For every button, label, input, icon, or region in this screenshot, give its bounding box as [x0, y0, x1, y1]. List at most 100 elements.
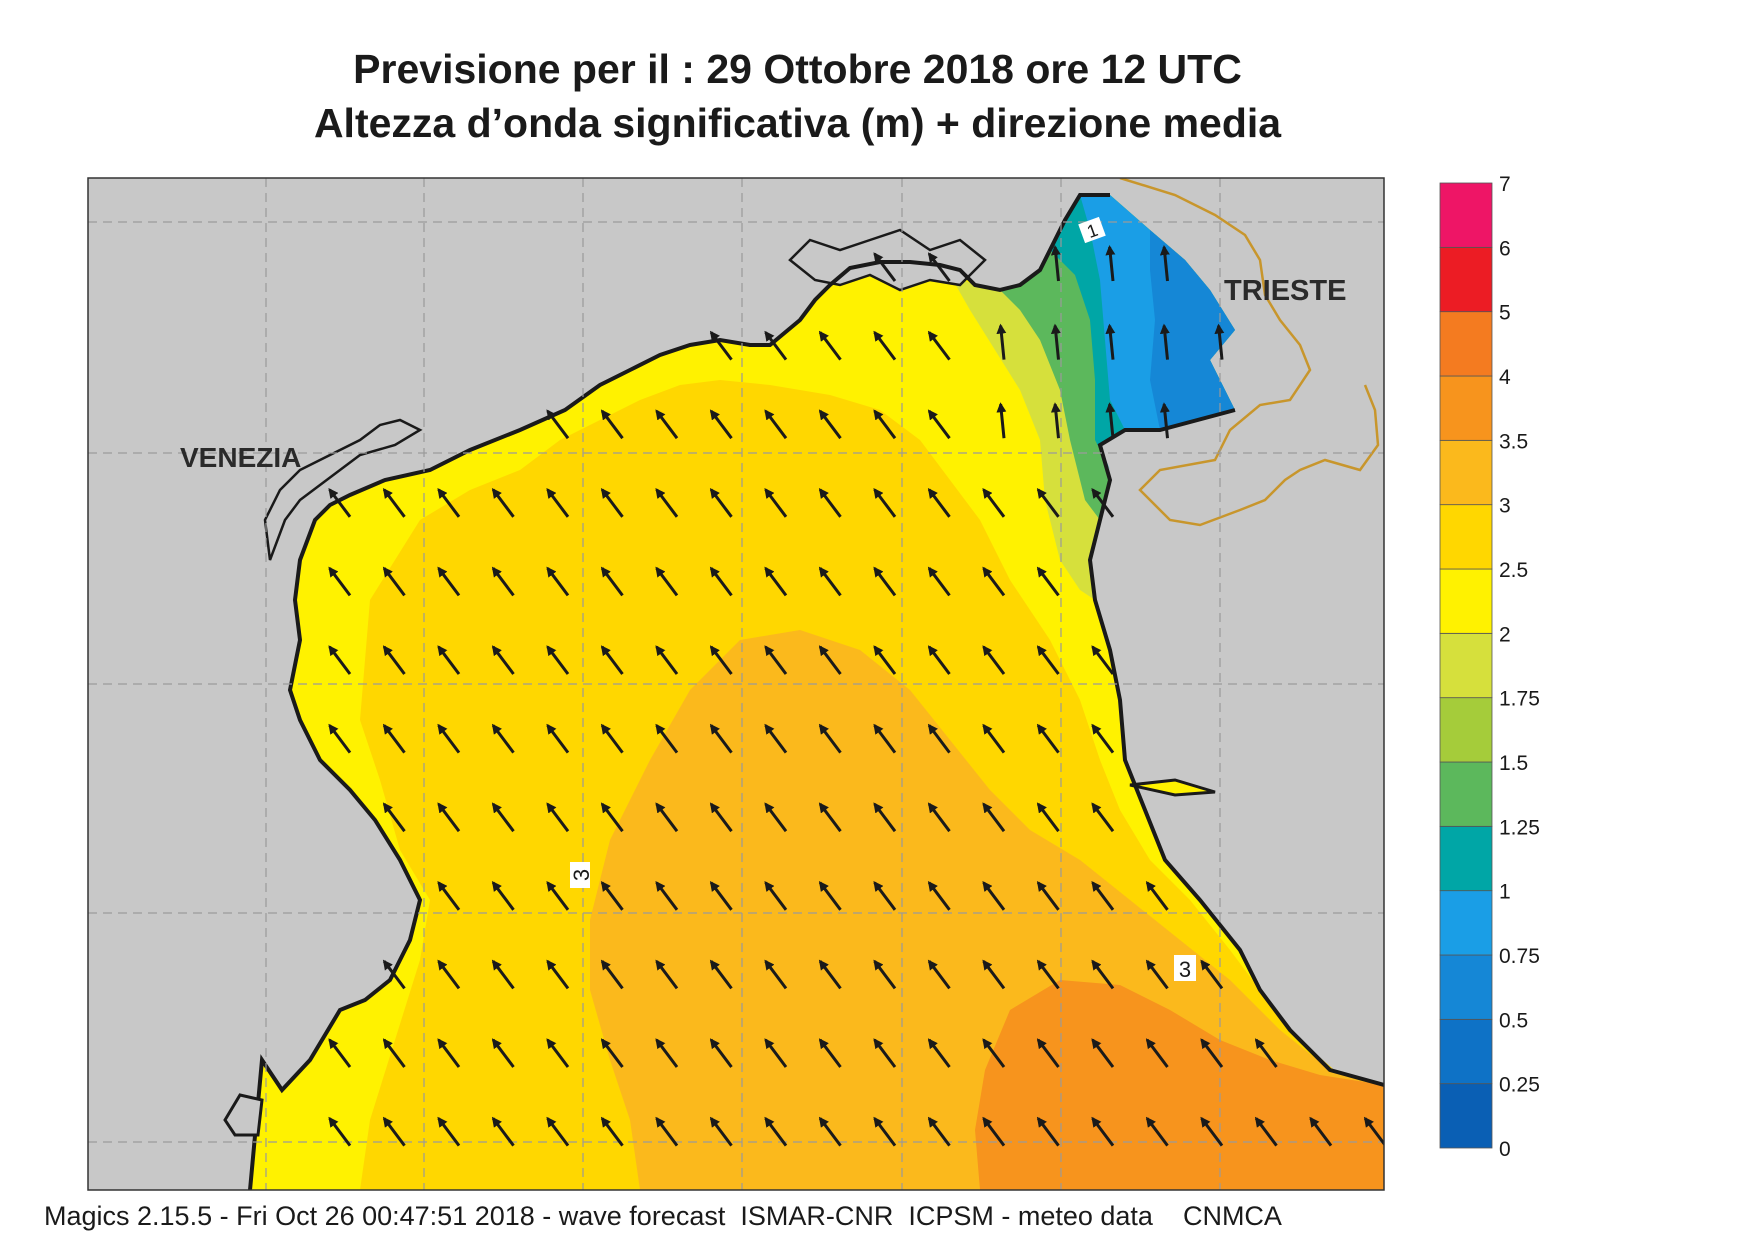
direction-arrow — [546, 566, 570, 597]
direction-arrow — [491, 723, 515, 754]
direction-arrow — [1145, 1116, 1169, 1147]
coastline — [248, 193, 1110, 1190]
direction-arrow — [709, 645, 733, 675]
direction-arrow — [1091, 1116, 1115, 1147]
direction-arrow — [927, 566, 951, 597]
direction-arrow — [600, 1116, 624, 1147]
direction-arrow — [491, 1038, 515, 1068]
direction-arrow — [600, 566, 624, 597]
title-line-1: Previsione per il : 29 Ottobre 2018 ore … — [353, 46, 1242, 92]
colorbar-tick-label: 1.5 — [1499, 752, 1528, 775]
direction-arrow — [818, 330, 842, 361]
direction-arrow — [709, 488, 733, 518]
direction-arrow — [764, 959, 788, 990]
direction-arrow — [546, 488, 570, 518]
colorbar-tick-label: 0.25 — [1499, 1074, 1540, 1097]
direction-arrow — [1309, 1116, 1333, 1147]
direction-arrow — [1036, 959, 1060, 990]
direction-arrow — [873, 566, 897, 597]
direction-arrow — [1091, 880, 1115, 911]
contour-label: 3 — [1179, 957, 1191, 982]
direction-arrow — [328, 723, 352, 754]
direction-arrow — [1200, 1038, 1224, 1068]
direction-arrow — [437, 959, 461, 990]
direction-arrow — [873, 1038, 897, 1068]
direction-arrow — [982, 959, 1006, 990]
direction-arrow — [927, 1116, 951, 1147]
direction-arrow — [1036, 880, 1060, 911]
colorbar-swatch — [1439, 439, 1493, 506]
direction-arrow — [1091, 959, 1115, 990]
direction-arrow — [927, 723, 951, 754]
direction-arrow — [709, 330, 733, 361]
colorbar-swatch — [1439, 568, 1493, 634]
direction-arrow — [818, 645, 842, 675]
colorbar-swatch — [1439, 697, 1493, 763]
direction-arrow — [927, 330, 951, 361]
direction-arrow — [818, 880, 842, 911]
direction-arrow — [491, 645, 515, 675]
direction-arrow — [382, 1116, 406, 1147]
direction-arrow — [818, 959, 842, 990]
direction-arrow — [600, 409, 624, 440]
direction-arrow — [655, 1038, 679, 1068]
direction-arrow — [927, 645, 951, 675]
direction-arrow — [655, 880, 679, 911]
direction-arrow — [1145, 959, 1169, 990]
direction-arrow — [927, 1038, 951, 1068]
direction-arrow — [764, 1116, 788, 1147]
direction-arrow — [1091, 1038, 1115, 1068]
map-frame — [87, 177, 1385, 1191]
direction-arrow — [1200, 959, 1224, 990]
direction-arrow — [437, 1038, 461, 1068]
direction-arrow — [1145, 1038, 1169, 1068]
direction-arrow — [328, 566, 352, 597]
direction-arrow — [996, 323, 1007, 360]
direction-arrow — [655, 645, 679, 675]
direction-arrow — [873, 723, 897, 754]
colorbar-swatch — [1439, 632, 1493, 699]
direction-arrow — [600, 1038, 624, 1068]
direction-arrow — [764, 802, 788, 833]
direction-arrow — [546, 802, 570, 833]
direction-arrow — [709, 1038, 733, 1068]
direction-arrow — [437, 566, 461, 597]
direction-arrow — [600, 488, 624, 518]
direction-arrow — [546, 645, 570, 675]
direction-arrow — [1091, 802, 1115, 833]
direction-arrow — [764, 488, 788, 518]
direction-arrow — [709, 566, 733, 597]
direction-arrow — [655, 409, 679, 440]
direction-arrow — [382, 1038, 406, 1068]
colorbar-tick-label: 5 — [1499, 302, 1511, 325]
sea-band-3.5-4 — [975, 980, 1384, 1190]
direction-arrow — [927, 488, 951, 518]
colorbar-tick-label: 3 — [1499, 495, 1511, 518]
direction-arrow — [382, 959, 406, 990]
title-line-2: Altezza d’onda significativa (m) + direz… — [313, 100, 1282, 146]
direction-arrow — [1050, 402, 1061, 439]
coastline-east — [1087, 408, 1384, 1087]
place-label-trieste: TRIESTE — [1224, 275, 1346, 307]
direction-arrow — [873, 488, 897, 518]
direction-arrow — [382, 723, 406, 754]
direction-arrow — [491, 1116, 515, 1147]
footer-credits: Magics 2.15.5 - Fri Oct 26 00:47:51 2018… — [44, 1201, 1282, 1231]
direction-arrow — [328, 1038, 352, 1068]
direction-arrow — [382, 488, 406, 518]
direction-arrow — [927, 409, 951, 440]
colorbar-swatch — [1439, 1018, 1493, 1085]
direction-arrow — [873, 330, 897, 361]
direction-arrow — [982, 1116, 1006, 1147]
direction-arrow — [546, 1116, 570, 1147]
direction-arrow — [927, 880, 951, 911]
direction-arrow — [873, 880, 897, 911]
direction-arrow — [655, 959, 679, 990]
sea-band-0.5-0.75 — [1150, 230, 1235, 430]
direction-arrow — [764, 330, 788, 361]
direction-arrow — [655, 1116, 679, 1147]
contour-label: 3 — [569, 869, 594, 881]
direction-arrow — [764, 409, 788, 440]
direction-arrow — [818, 409, 842, 440]
